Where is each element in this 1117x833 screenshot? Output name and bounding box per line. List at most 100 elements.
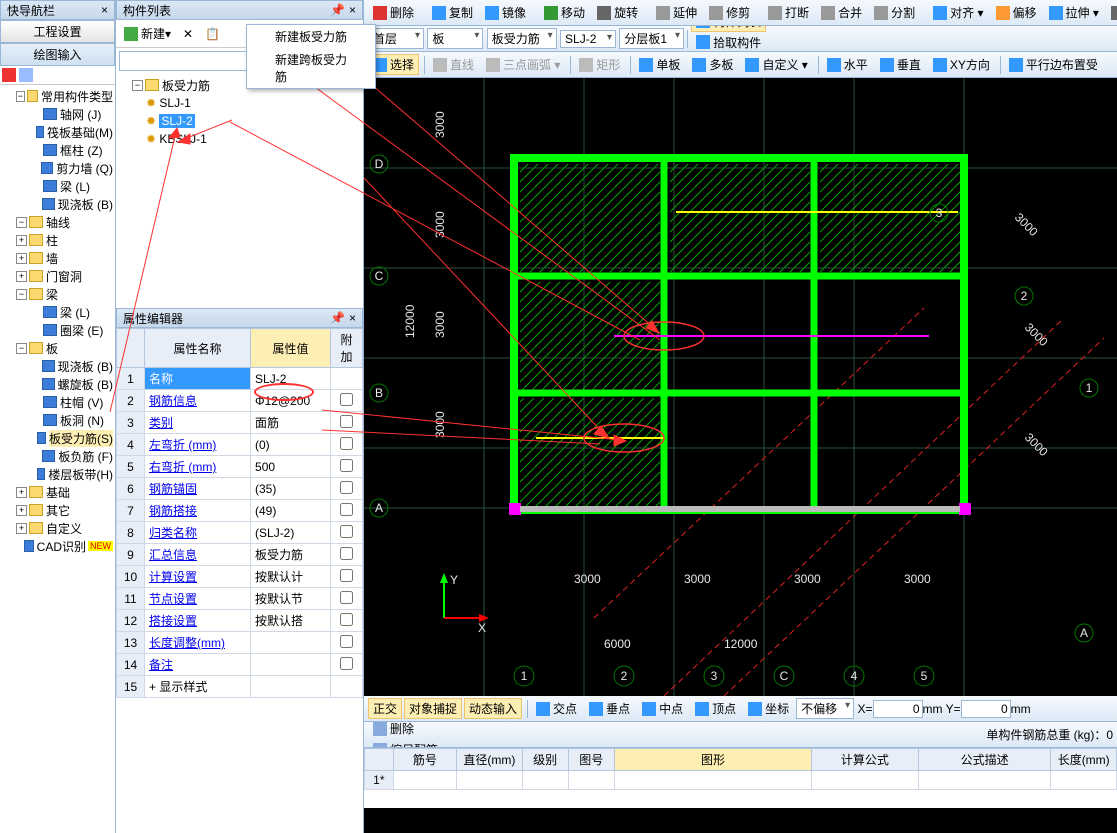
tb-平行边布置受[interactable]: 平行边布置受 (1004, 54, 1103, 75)
tb-复制[interactable]: 复制 (427, 2, 478, 23)
tree-item[interactable]: 楼层板带(H) (2, 465, 113, 483)
ortho-toggle[interactable]: 正交 (368, 698, 402, 719)
tb-直线[interactable]: 直线 (428, 54, 479, 75)
tree-item[interactable]: ✹ KBSLJ-1 (118, 130, 361, 148)
tree-item[interactable]: 轴网 (J) (2, 105, 113, 123)
rebar-缩尺配筋[interactable]: 缩尺配筋 (368, 739, 443, 748)
property-row[interactable]: 7钢筋搭接(49) (117, 500, 363, 522)
sort-icon[interactable] (19, 68, 33, 82)
tab-drawing-input[interactable]: 绘图输入 (0, 43, 115, 66)
tb-打断[interactable]: 打断 (763, 2, 814, 23)
property-row[interactable]: 6钢筋锚固(35) (117, 478, 363, 500)
property-row[interactable]: 8归类名称(SLJ-2) (117, 522, 363, 544)
tb-分割[interactable]: 分割 (869, 2, 920, 23)
category-dropdown[interactable]: 板 (427, 28, 483, 49)
tree-item[interactable]: 现浇板 (B) (2, 195, 113, 213)
type-dropdown[interactable]: 板受力筋 (487, 28, 557, 49)
property-row[interactable]: 10计算设置按默认计 (117, 566, 363, 588)
osnap-toggle[interactable]: 对象捕捉 (404, 698, 462, 719)
tb-合并[interactable]: 合并 (816, 2, 867, 23)
tree-item[interactable]: 框柱 (Z) (2, 141, 113, 159)
tb-旋转[interactable]: 旋转 (592, 2, 643, 23)
tb-多板[interactable]: 多板 (687, 54, 738, 75)
property-row[interactable]: 4左弯折 (mm)(0) (117, 434, 363, 456)
tree-item[interactable]: +柱 (2, 231, 113, 249)
offset-dropdown[interactable]: 不偏移 (796, 698, 854, 719)
col-图形[interactable]: 图形 (614, 749, 811, 771)
tree-item[interactable]: −板 (2, 339, 113, 357)
component-dropdown[interactable]: SLJ-2 (560, 30, 616, 48)
tree-item[interactable]: 螺旋板 (B) (2, 375, 113, 393)
tree-item[interactable]: 板洞 (N) (2, 411, 113, 429)
tb-延伸[interactable]: 延伸 (651, 2, 702, 23)
tree-item[interactable]: +门窗洞 (2, 267, 113, 285)
col-直径(mm)[interactable]: 直径(mm) (457, 749, 523, 771)
snap-coord[interactable]: 坐标 (743, 698, 794, 719)
tree-item[interactable]: +其它 (2, 501, 113, 519)
tree-item[interactable]: 剪力墙 (Q) (2, 159, 113, 177)
tree-item[interactable]: −轴线 (2, 213, 113, 231)
property-row[interactable]: 11节点设置按默认节 (117, 588, 363, 610)
tb-对齐 ▾[interactable]: 对齐 ▾ (928, 2, 988, 23)
tb-镜像[interactable]: 镜像 (480, 2, 531, 23)
layer-dropdown[interactable]: 分层板1 (619, 28, 684, 49)
close-icon[interactable]: × (101, 3, 108, 17)
tree-item[interactable]: 圈梁 (E) (2, 321, 113, 339)
tb-偏移[interactable]: 偏移 (991, 2, 1042, 23)
delete-icon[interactable]: ✕ (178, 25, 198, 43)
col-级别[interactable]: 级别 (522, 749, 568, 771)
tb-拉伸 ▾[interactable]: 拉伸 ▾ (1044, 2, 1104, 23)
filter-icon[interactable] (2, 68, 16, 82)
tree-item[interactable]: −梁 (2, 285, 113, 303)
tb-删除[interactable]: 删除 (368, 2, 419, 23)
tb-水平[interactable]: 水平 (822, 54, 873, 75)
y-input[interactable] (961, 700, 1011, 718)
tb-设置[interactable]: 设置 (1106, 2, 1117, 23)
snap-midpoint[interactable]: 中点 (637, 698, 688, 719)
tb-自定义 ▾[interactable]: 自定义 ▾ (740, 54, 812, 75)
menu-new-span-rebar[interactable]: 新建跨板受力筋 (247, 48, 375, 88)
tb-垂直[interactable]: 垂直 (875, 54, 926, 75)
col-计算公式[interactable]: 计算公式 (812, 749, 919, 771)
dyninput-toggle[interactable]: 动态输入 (464, 698, 522, 719)
tree-item[interactable]: 板受力筋(S) (2, 429, 113, 447)
x-input[interactable] (873, 700, 923, 718)
col-长度(mm)[interactable]: 长度(mm) (1051, 749, 1117, 771)
rebar-删除[interactable]: 删除 (368, 722, 443, 739)
tree-item[interactable]: 梁 (L) (2, 303, 113, 321)
pin-icon[interactable]: 📌 (330, 311, 345, 325)
tree-item[interactable]: ✹ SLJ-2 (118, 112, 361, 130)
property-row[interactable]: 14备注 (117, 654, 363, 676)
copy-icon[interactable]: 📋 (200, 25, 225, 43)
property-row[interactable]: 15+ 显示样式 (117, 676, 363, 698)
tree-item[interactable]: 筏板基础(M) (2, 123, 113, 141)
property-row[interactable]: 1名称SLJ-2 (117, 368, 363, 390)
tb-移动[interactable]: 移动 (539, 2, 590, 23)
tb-矩形[interactable]: 矩形 (574, 54, 625, 75)
tree-item[interactable]: 现浇板 (B) (2, 357, 113, 375)
snap-perpendicular[interactable]: 垂点 (584, 698, 635, 719)
menu-new-slab-rebar[interactable]: 新建板受力筋 (247, 25, 375, 48)
tb-单板[interactable]: 单板 (634, 54, 685, 75)
tb-XY方向[interactable]: XY方向 (928, 54, 995, 75)
tb-三点画弧 ▾[interactable]: 三点画弧 ▾ (481, 54, 565, 75)
tree-item[interactable]: +基础 (2, 483, 113, 501)
property-row[interactable]: 3类别面筋 (117, 412, 363, 434)
property-row[interactable]: 13长度调整(mm) (117, 632, 363, 654)
tree-item[interactable]: 梁 (L) (2, 177, 113, 195)
property-row[interactable]: 12搭接设置按默认搭 (117, 610, 363, 632)
snap-intersection[interactable]: 交点 (531, 698, 582, 719)
floor-dropdown[interactable]: 首层 (368, 28, 424, 49)
pin-icon[interactable]: 📌 (330, 3, 345, 17)
close-icon[interactable]: × (349, 3, 356, 17)
tree-item[interactable]: ✹ SLJ-1 (118, 94, 361, 112)
snap-vertex[interactable]: 顶点 (690, 698, 741, 719)
tree-item[interactable]: CAD识别NEW (2, 537, 113, 555)
property-row[interactable]: 9汇总信息板受力筋 (117, 544, 363, 566)
tree-item[interactable]: 板负筋 (F) (2, 447, 113, 465)
drawing-canvas[interactable]: 3000300030003000 600012000 3000 3000 300… (364, 78, 1117, 696)
tree-item[interactable]: +墙 (2, 249, 113, 267)
tb-修剪[interactable]: 修剪 (704, 2, 755, 23)
tree-item[interactable]: −常用构件类型 (2, 87, 113, 105)
property-row[interactable]: 5右弯折 (mm)500 (117, 456, 363, 478)
